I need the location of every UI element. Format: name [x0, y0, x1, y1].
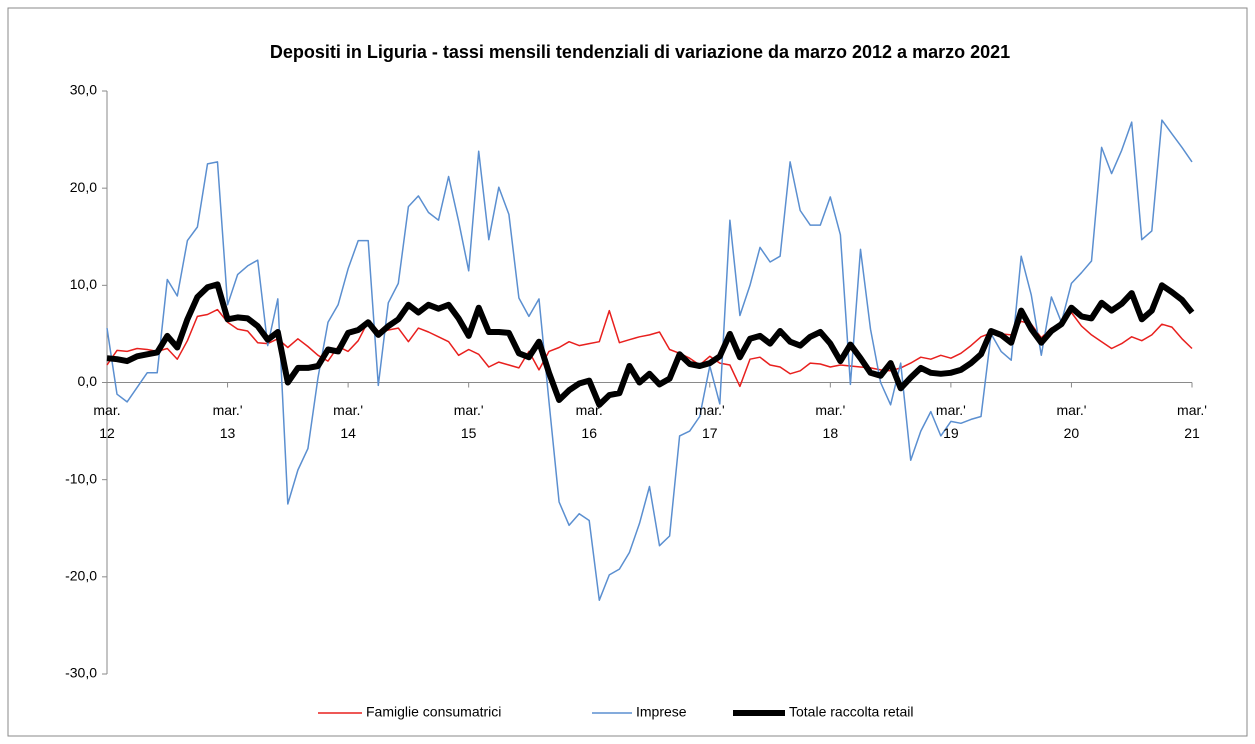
y-tick-label: 20,0 [70, 179, 97, 195]
x-tick-label: mar.' 17 [694, 401, 725, 441]
x-tick-label: mar.' 21 [1177, 401, 1207, 441]
x-tick-label: mar. 16 [575, 401, 603, 441]
x-tick-label: mar.' 18 [815, 401, 846, 441]
x-tick-label: mar.' 19 [935, 401, 966, 441]
series-line [106, 119, 1193, 601]
y-tick-label: 10,0 [70, 276, 97, 292]
y-tick-label: -10,0 [65, 470, 97, 486]
y-tick-label: -20,0 [65, 568, 97, 584]
y-tick-label: 0,0 [78, 373, 98, 389]
legend-label: Totale raccolta retail [789, 704, 914, 720]
x-tick-label: mar.' 13 [212, 401, 243, 441]
series-line [106, 281, 1195, 408]
legend-label: Imprese [636, 704, 687, 720]
y-tick-label: 30,0 [70, 82, 97, 98]
x-tick-label: mar.' 15 [453, 401, 484, 441]
x-tick-label: mar.' 14 [333, 401, 364, 441]
chart-title: Depositi in Liguria - tassi mensili tend… [270, 42, 1010, 62]
x-tick-label: mar.' 20 [1056, 401, 1087, 441]
legend-label: Famiglie consumatrici [366, 704, 501, 720]
y-tick-label: -30,0 [65, 665, 97, 681]
x-tick-label: mar. 12 [93, 401, 121, 441]
